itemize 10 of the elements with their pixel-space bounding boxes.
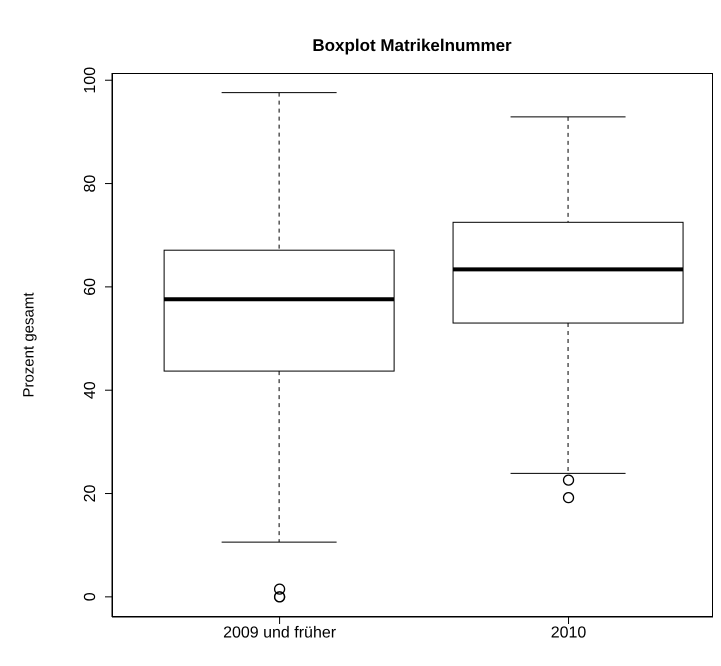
y-tick-label: 20 (82, 484, 99, 502)
y-tick-label: 80 (82, 174, 99, 192)
y-tick-label: 60 (82, 278, 99, 296)
chart-title: Boxplot Matrikelnummer (311, 36, 513, 56)
y-tick-label: 40 (82, 381, 99, 400)
y-tick-label: 0 (82, 592, 99, 602)
x-tick-label: 2010 (550, 624, 586, 642)
y-axis-title: Prozent gesamt (20, 292, 38, 398)
x-tick-label: 2009 und früher (223, 624, 337, 642)
y-tick-label: 100 (82, 66, 99, 94)
